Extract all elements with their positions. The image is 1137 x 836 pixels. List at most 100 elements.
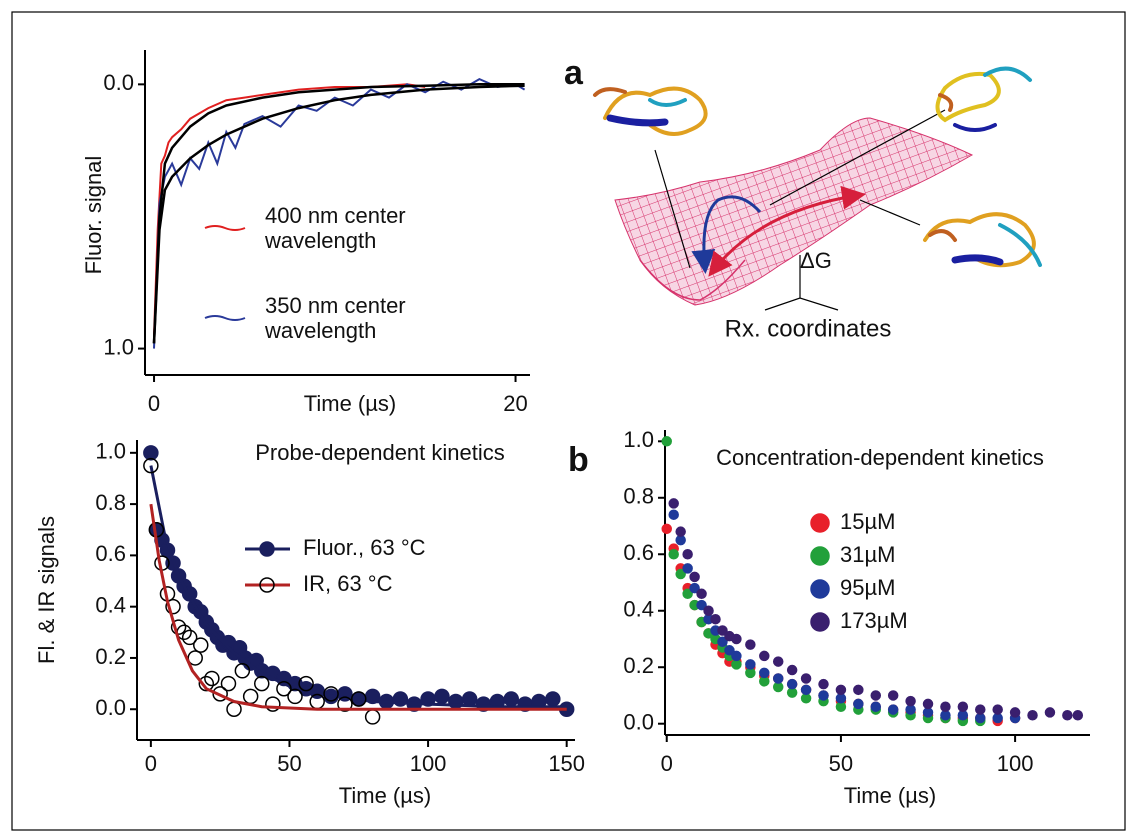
- data-point: [853, 684, 864, 696]
- panel-label: b: [568, 441, 589, 479]
- legend-marker: [810, 579, 830, 599]
- data-point: [234, 663, 251, 679]
- data-point: [212, 686, 228, 702]
- data-point: [220, 675, 237, 692]
- data-point: [853, 698, 864, 710]
- x-tick-label: 150: [548, 751, 585, 776]
- data-point: [724, 645, 735, 656]
- data-point: [682, 563, 693, 574]
- x-axis-label: Time (µs): [339, 783, 432, 808]
- x-tick-label: 100: [997, 751, 1034, 776]
- legend-marker: [810, 612, 830, 632]
- legend-label: 173µM: [840, 608, 908, 633]
- fit-line: [152, 84, 525, 344]
- legend-marker: [259, 577, 275, 593]
- data-point: [772, 673, 784, 684]
- data-point: [905, 695, 916, 707]
- fit-line: [149, 503, 567, 711]
- y-tick-label: 0.2: [95, 644, 126, 669]
- data-point: [992, 712, 1003, 724]
- y-tick-label: 0.8: [623, 484, 654, 509]
- data-point: [675, 526, 686, 537]
- data-point: [181, 629, 198, 646]
- data-point: [800, 693, 812, 704]
- data-point: [957, 709, 969, 721]
- data-point: [710, 613, 721, 625]
- data-point: [835, 693, 847, 704]
- legend-label: Fluor., 63 °C: [303, 535, 426, 560]
- data-point: [717, 625, 728, 636]
- data-point: [922, 707, 934, 718]
- y-tick-label: 1.0: [95, 439, 126, 464]
- data-point: [503, 691, 519, 707]
- legend-swatch: [204, 225, 246, 231]
- data-point: [975, 704, 986, 715]
- data-point: [772, 681, 784, 693]
- data-point: [745, 659, 756, 670]
- data-point: [143, 457, 159, 474]
- data-point: [204, 670, 220, 687]
- data-point: [351, 691, 367, 707]
- x-tick-label: 0: [145, 751, 157, 776]
- fit-line: [149, 465, 567, 709]
- data-point: [745, 667, 756, 679]
- chart-title: Probe-dependent kinetics: [255, 440, 505, 465]
- y-axis-label: Fl. & IR signals: [34, 516, 59, 664]
- data-point: [905, 704, 916, 715]
- data-point: [1009, 707, 1021, 718]
- data-point: [1027, 709, 1038, 721]
- data-point: [818, 690, 829, 701]
- legend-label: 400 nm center wavelength: [265, 203, 406, 253]
- x-tick-label: 0: [148, 391, 160, 416]
- data-point: [975, 712, 986, 724]
- data-point: [265, 696, 281, 712]
- data-point: [818, 678, 829, 690]
- protein-structures: [593, 66, 1042, 268]
- data-point: [682, 588, 693, 600]
- data-point: [276, 680, 292, 697]
- coordinate-label: Rx. coordinates: [725, 315, 892, 342]
- data-point: [364, 709, 381, 725]
- data-point: [696, 588, 707, 600]
- energy-label: ΔG: [800, 248, 832, 273]
- fit-line: [152, 83, 525, 344]
- data-point: [193, 637, 209, 653]
- data-point: [957, 701, 969, 713]
- data-point: [545, 691, 561, 707]
- data-point: [298, 675, 314, 692]
- x-tick-label: 100: [410, 751, 447, 776]
- data-point: [786, 678, 798, 690]
- data-point: [745, 639, 756, 650]
- data-point: [170, 619, 187, 635]
- data-point: [835, 701, 847, 713]
- data-point: [1044, 707, 1056, 718]
- data-point: [675, 568, 686, 580]
- data-point: [940, 709, 951, 721]
- data-point: [1062, 709, 1073, 721]
- data-point: [668, 509, 679, 520]
- legend-marker: [810, 513, 830, 533]
- y-tick-label: 0.2: [623, 653, 654, 678]
- legend-swatch: [204, 315, 246, 321]
- data-point: [786, 664, 798, 676]
- x-tick-label: 50: [829, 751, 853, 776]
- legend-marker: [810, 546, 830, 566]
- y-tick-label: 0.6: [95, 541, 126, 566]
- legend-label: 350 nm center wavelength: [265, 293, 406, 343]
- legend-label: 31µM: [840, 542, 895, 567]
- data-point: [682, 549, 693, 560]
- legend-label: 95µM: [840, 575, 895, 600]
- data-line: [153, 83, 426, 336]
- y-axis-label: Fluor. signal: [81, 156, 106, 275]
- data-point: [887, 704, 899, 715]
- data-point: [887, 690, 899, 701]
- data-point: [668, 498, 679, 509]
- x-tick-label: 0: [661, 751, 673, 776]
- data-point: [731, 659, 742, 670]
- y-tick-label: 0.0: [103, 70, 134, 95]
- x-axis-label: Time (µs): [844, 783, 937, 808]
- data-point: [461, 691, 478, 707]
- data-point: [835, 684, 847, 696]
